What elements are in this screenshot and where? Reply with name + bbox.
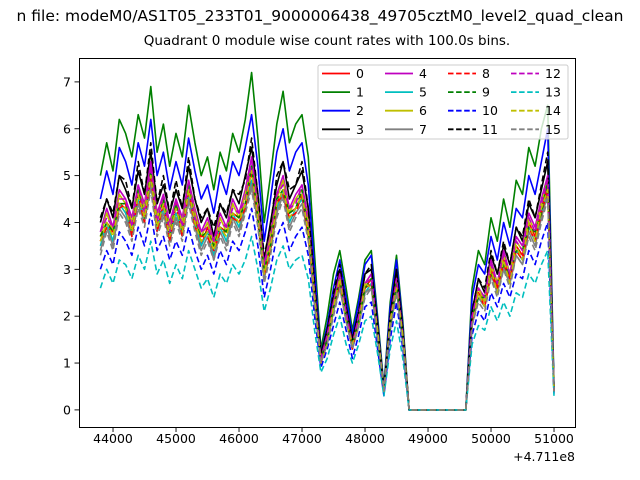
suptitle-container: n file: modeM0/AS1T05_233T01_9000006438_… bbox=[0, 7, 640, 28]
series-line-12 bbox=[99, 160, 555, 411]
legend-label-8: 8 bbox=[482, 66, 490, 81]
y-axis-tick-label: 1 bbox=[63, 356, 71, 371]
x-axis-tick-label: 46000 bbox=[219, 431, 259, 446]
legend-label-2: 2 bbox=[356, 103, 364, 118]
legend-label-4: 4 bbox=[419, 66, 427, 81]
x-axis-tick-label: 44000 bbox=[93, 431, 133, 446]
series-line-15 bbox=[99, 188, 555, 411]
x-axis-tick-label: 45000 bbox=[156, 431, 196, 446]
y-axis-tick-label: 7 bbox=[63, 74, 71, 89]
legend-label-13: 13 bbox=[545, 85, 561, 100]
y-axis-tick-label: 2 bbox=[63, 309, 71, 324]
series-line-14 bbox=[99, 170, 555, 411]
x-axis-tick-label: 51000 bbox=[534, 431, 574, 446]
legend-box bbox=[317, 64, 569, 140]
y-axis-tick-label: 0 bbox=[63, 402, 71, 417]
legend-label-9: 9 bbox=[482, 85, 490, 100]
series-line-11 bbox=[99, 137, 555, 411]
x-axis-tick-label: 48000 bbox=[345, 431, 385, 446]
series-line-8 bbox=[99, 170, 555, 411]
x-axis-tick-label: 49000 bbox=[408, 431, 448, 446]
legend-label-12: 12 bbox=[545, 66, 561, 81]
x-axis-tick-label: 50000 bbox=[471, 431, 511, 446]
suptitle: n file: modeM0/AS1T05_233T01_9000006438_… bbox=[16, 7, 624, 25]
y-axis-tick-label: 6 bbox=[63, 121, 71, 136]
legend-label-1: 1 bbox=[356, 85, 364, 100]
legend-label-7: 7 bbox=[419, 122, 427, 137]
legend-label-15: 15 bbox=[545, 122, 561, 137]
y-axis-tick-label: 4 bbox=[63, 215, 71, 230]
axes-frame bbox=[79, 58, 576, 428]
series-line-1 bbox=[99, 71, 555, 411]
series-line-10 bbox=[99, 207, 555, 411]
legend-label-3: 3 bbox=[356, 122, 364, 137]
series-line-7 bbox=[99, 184, 555, 411]
x-axis-offset-label: +4.711e8 bbox=[513, 449, 575, 464]
y-axis-tick-label: 5 bbox=[63, 168, 71, 183]
plot-title: Quadrant 0 module wise count rates with … bbox=[143, 33, 511, 49]
y-axis-tick-label: 3 bbox=[63, 262, 71, 277]
legend-label-10: 10 bbox=[482, 103, 498, 118]
legend-label-11: 11 bbox=[482, 122, 498, 137]
legend-label-0: 0 bbox=[356, 66, 364, 81]
legend-label-14: 14 bbox=[545, 103, 561, 118]
legend-label-5: 5 bbox=[419, 85, 427, 100]
legend-label-6: 6 bbox=[419, 103, 427, 118]
x-axis-tick-label: 47000 bbox=[282, 431, 322, 446]
series-line-13 bbox=[99, 235, 555, 411]
